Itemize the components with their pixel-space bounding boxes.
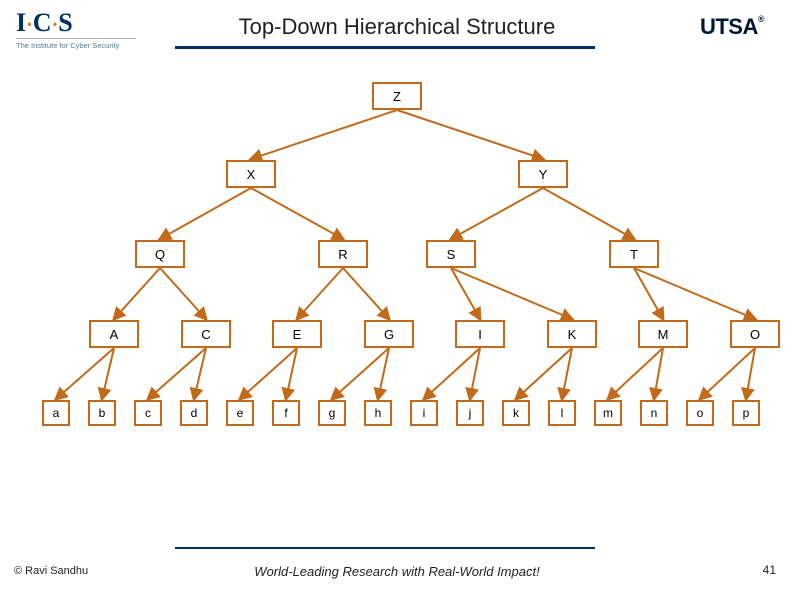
utsa-logo-text: UTSA	[700, 14, 758, 39]
tree-node-E: E	[272, 320, 322, 348]
tree-node-G: G	[364, 320, 414, 348]
tree-node-S: S	[426, 240, 476, 268]
tree-node-n: n	[640, 400, 668, 426]
tree-node-Q: Q	[135, 240, 185, 268]
tree-node-I: I	[455, 320, 505, 348]
tree-node-Y: Y	[518, 160, 568, 188]
tree-node-a: a	[42, 400, 70, 426]
ics-logo-text: I·C·S	[16, 8, 136, 38]
tree-node-h: h	[364, 400, 392, 426]
tree-node-j: j	[456, 400, 484, 426]
slide-header: I·C·S The Institute for Cyber Security T…	[0, 0, 794, 64]
tree-node-m: m	[594, 400, 622, 426]
tree-node-d: d	[180, 400, 208, 426]
tree-node-A: A	[89, 320, 139, 348]
tree-node-R: R	[318, 240, 368, 268]
ics-logo-subtitle: The Institute for Cyber Security	[16, 38, 136, 50]
utsa-logo: UTSA®	[700, 14, 764, 40]
tree-node-O: O	[730, 320, 780, 348]
tree-node-X: X	[226, 160, 276, 188]
tree-node-b: b	[88, 400, 116, 426]
tree-node-k: k	[502, 400, 530, 426]
tree-node-p: p	[732, 400, 760, 426]
tree-node-f: f	[272, 400, 300, 426]
tree-node-o: o	[686, 400, 714, 426]
tree-node-c: c	[134, 400, 162, 426]
footer-rule	[175, 547, 595, 549]
ics-logo: I·C·S The Institute for Cyber Security	[16, 8, 136, 50]
tagline-text: World-Leading Research with Real-World I…	[254, 564, 539, 579]
tree-node-T: T	[609, 240, 659, 268]
copyright-text: © Ravi Sandhu	[14, 565, 88, 577]
tree-node-g: g	[318, 400, 346, 426]
tree-node-l: l	[548, 400, 576, 426]
tree-node-Z: Z	[372, 82, 422, 110]
title-underline	[175, 46, 595, 49]
tree-node-K: K	[547, 320, 597, 348]
tree-node-e: e	[226, 400, 254, 426]
tree-node-M: M	[638, 320, 688, 348]
tree-edges	[0, 70, 794, 490]
tree-node-i: i	[410, 400, 438, 426]
page-title: Top-Down Hierarchical Structure	[239, 14, 556, 40]
tree-node-C: C	[181, 320, 231, 348]
tree-diagram: Z X Y Q R S T A C E G I K M Oabcdefghijklmnop	[0, 70, 794, 490]
page-number: 41	[763, 563, 776, 577]
